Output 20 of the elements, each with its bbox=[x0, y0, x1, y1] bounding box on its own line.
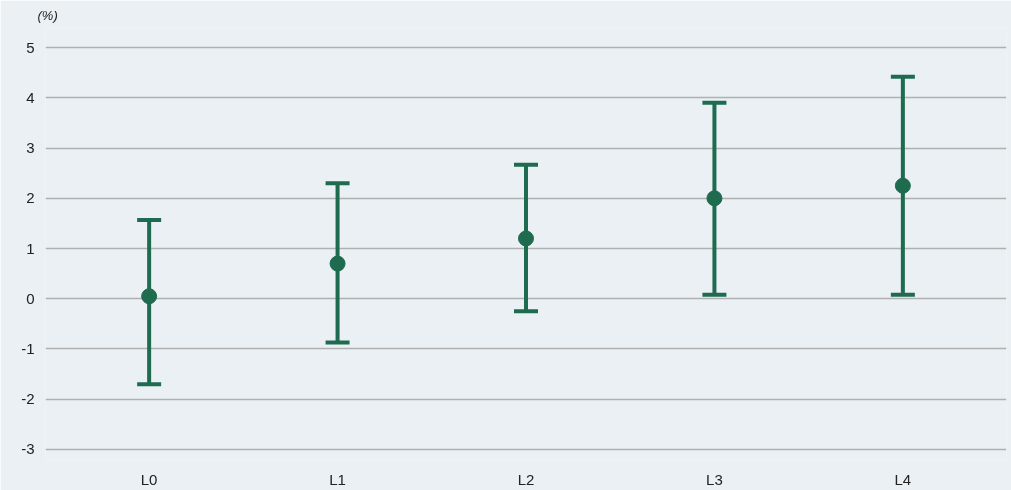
x-tick-label: L1 bbox=[329, 470, 346, 488]
y-tick-label: 5 bbox=[26, 38, 35, 56]
y-tick-label: 1 bbox=[26, 239, 35, 257]
point bbox=[706, 190, 723, 207]
y-tick-label: 3 bbox=[26, 139, 35, 157]
point bbox=[141, 288, 158, 305]
point bbox=[518, 230, 534, 247]
point bbox=[329, 255, 346, 272]
y-tick-label: 0 bbox=[26, 289, 35, 307]
y-tick-label: -1 bbox=[21, 339, 35, 357]
x-tick-label: L2 bbox=[517, 470, 535, 488]
x-tick-label: L4 bbox=[894, 470, 912, 488]
y-tick-label: 4 bbox=[26, 88, 35, 106]
y-axis-title: (%) bbox=[37, 7, 58, 23]
y-tick-label: -2 bbox=[21, 390, 35, 408]
y-tick-label: -3 bbox=[21, 440, 35, 458]
point bbox=[894, 177, 911, 194]
x-tick-label: L3 bbox=[706, 470, 723, 488]
y-tick-label: 2 bbox=[26, 189, 35, 207]
x-tick-label: L0 bbox=[140, 470, 158, 488]
